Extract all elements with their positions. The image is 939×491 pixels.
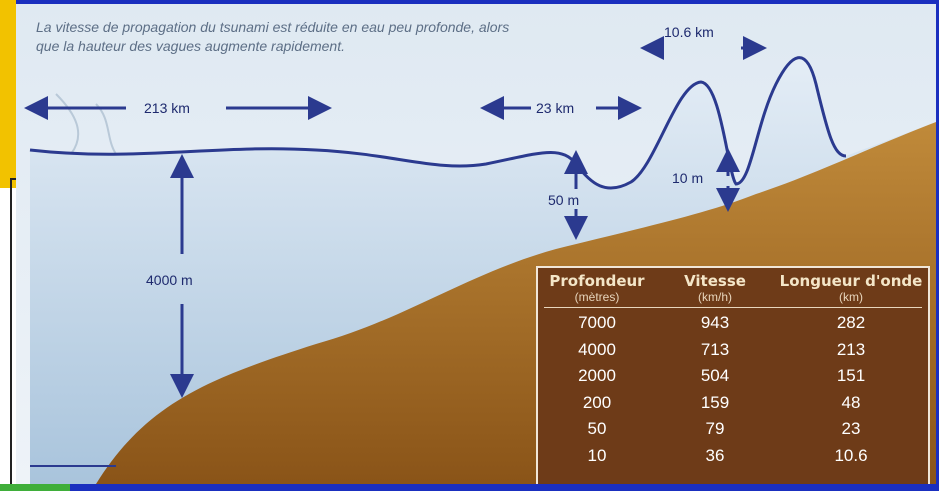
wave-surface-line bbox=[29, 56, 847, 190]
table-cell: 79 bbox=[705, 419, 725, 438]
depth-label-deep: 4000 m bbox=[146, 272, 193, 288]
table-cell: 7000 bbox=[578, 313, 616, 332]
table-row: 2000 504 151 bbox=[538, 363, 928, 390]
table-cell: 10 bbox=[587, 445, 607, 465]
header-unit: (km/h) bbox=[698, 290, 732, 304]
table-row: 50 79 23 bbox=[538, 416, 928, 443]
tsunami-diagram: La vitesse de propagation du tsunami est… bbox=[16, 4, 936, 484]
header-title: Vitesse bbox=[684, 272, 746, 290]
slide-accent-green bbox=[0, 484, 70, 491]
table-cell: 10.6 bbox=[834, 445, 868, 465]
table-cell: 200 bbox=[582, 392, 612, 412]
table-cell: 213 bbox=[836, 339, 866, 359]
table-cell: 2000 bbox=[578, 366, 616, 385]
table-cell: 36 bbox=[705, 445, 725, 465]
header-title: Profondeur bbox=[549, 272, 645, 290]
table-divider bbox=[544, 307, 922, 308]
table-cell: 50 bbox=[587, 419, 607, 438]
slide-accent-yellow bbox=[0, 0, 16, 188]
wavelength-label-mid: 23 km bbox=[536, 100, 575, 116]
table-row: 10 36 10.6 bbox=[538, 443, 928, 470]
table-cell: 159 bbox=[700, 392, 730, 412]
table-header-speed: Vitesse (km/h) bbox=[656, 272, 774, 304]
table-row: 4000 713 213 bbox=[538, 337, 928, 364]
depth-label-mid: 50 m bbox=[548, 192, 580, 208]
header-unit: (mètres) bbox=[574, 290, 620, 304]
speed-table: Profondeur (mètres) Vitesse (km/h) Longu… bbox=[536, 266, 930, 484]
slide-margin bbox=[0, 188, 16, 484]
depth-label-shallow: 10 m bbox=[672, 170, 704, 186]
table-header: Profondeur (mètres) Vitesse (km/h) Longu… bbox=[538, 268, 928, 304]
header-title: Longueur d'onde bbox=[779, 272, 923, 290]
table-cell: 504 bbox=[700, 366, 730, 385]
table-row: 200 159 48 bbox=[538, 390, 928, 417]
header-unit: (km) bbox=[839, 290, 863, 304]
diagram-caption: La vitesse de propagation du tsunami est… bbox=[36, 19, 510, 54]
table-cell: 151 bbox=[836, 366, 866, 385]
wavelength-label-deep: 213 km bbox=[144, 100, 190, 116]
table-cell: 48 bbox=[841, 392, 861, 412]
table-cell: 4000 bbox=[578, 339, 616, 359]
table-cell: 713 bbox=[700, 339, 730, 359]
wavelength-label-shallow: 10.6 km bbox=[664, 24, 714, 40]
slide-border-line bbox=[10, 178, 12, 484]
table-row: 7000 943 282 bbox=[538, 310, 928, 337]
table-cell: 282 bbox=[836, 313, 866, 332]
table-cell: 23 bbox=[841, 419, 861, 438]
table-header-depth: Profondeur (mètres) bbox=[538, 272, 656, 304]
table-cell: 943 bbox=[700, 313, 730, 332]
table-header-wavelength: Longueur d'onde (km) bbox=[774, 272, 928, 304]
